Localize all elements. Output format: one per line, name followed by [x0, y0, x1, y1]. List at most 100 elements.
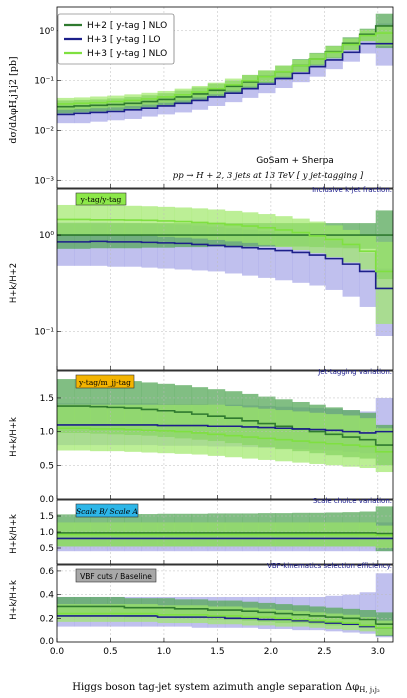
band-4-2-18 — [359, 617, 377, 632]
main-ylabel: dσ/dΔφH,j1j2 [pb] — [8, 56, 19, 143]
x-axis-label-sub: H, j₁j₂ — [359, 686, 380, 694]
xtick-label-1: 0.5 — [103, 647, 117, 657]
ytick-label-0-1: 10⁻² — [34, 126, 54, 136]
band-2-2-17 — [342, 415, 360, 467]
band-2-2-9 — [207, 404, 226, 456]
band-2-2-3 — [107, 404, 125, 452]
band-1-2-8 — [191, 208, 209, 239]
band-0-2-19 — [375, 25, 394, 46]
series-line-4-1 — [57, 615, 393, 629]
band-2-2-4 — [124, 404, 142, 452]
xtick-label-4: 2.0 — [264, 647, 279, 657]
series-line-1-2 — [57, 218, 393, 273]
panel-frame-0 — [56, 6, 394, 189]
band-1-2-17 — [342, 229, 360, 263]
band-2-2-14 — [292, 411, 310, 463]
panel-frame-2 — [56, 370, 394, 500]
band-1-2-6 — [157, 206, 175, 237]
band-2-2-12 — [258, 408, 276, 460]
x-axis-label-main: Higgs boson tag-jet system azimuth angle… — [72, 682, 359, 693]
band-2-2-18 — [359, 418, 377, 469]
ratio3-tag-text: Scale B/ Scale A — [76, 507, 138, 516]
ytick-label-0-3: 10⁰ — [39, 27, 54, 37]
xtick-label-0: 0.0 — [50, 647, 65, 657]
ratio1-tag-text: y-tag/y-tag — [80, 195, 122, 204]
series-line-2-2 — [57, 427, 393, 453]
ytick-label-0-0: 10⁻³ — [34, 176, 54, 186]
ratio4-ylabel: H+k/H+k — [9, 580, 19, 620]
band-1-2-12 — [258, 214, 276, 245]
ytick-label-2-3: 1.5 — [40, 394, 54, 404]
series-line-2-1 — [57, 424, 393, 434]
series-line-0-1 — [57, 42, 393, 116]
band-2-2-11 — [242, 407, 259, 459]
panel-frame-4 — [56, 564, 394, 643]
ytick-label-4-0: 0.0 — [40, 637, 55, 647]
band-3-2-19 — [375, 525, 394, 548]
band-1-2-9 — [207, 209, 226, 240]
band-1-2-16 — [325, 225, 343, 258]
ratio4-tag-text: VBF cuts / Baseline — [80, 572, 152, 581]
x-axis-label: Higgs boson tag-jet system azimuth angle… — [72, 682, 380, 694]
ytick-label-4-3: 0.6 — [40, 567, 55, 577]
ratio2-tag-text: y-tag/m_jj-tag — [78, 378, 131, 387]
process-annotation: pp → H + 2, 3 jets at 13 TeV [ y jet-tag… — [173, 171, 364, 181]
band-1-2-15 — [309, 221, 326, 254]
band-1-2-13 — [275, 216, 293, 248]
series-line-0-2 — [57, 32, 393, 105]
ytick-label-0-2: 10⁻¹ — [34, 77, 54, 87]
band-1-2-19 — [375, 241, 394, 324]
ratio1-caption: Inclusive k-jet fraction. — [312, 186, 392, 194]
ratio1-ylabel: H+k/H+2 — [9, 263, 19, 303]
ratio1-tag: y-tag/y-tag — [75, 192, 127, 206]
xtick-label-5: 2.5 — [317, 647, 331, 657]
band-2-2-19 — [375, 428, 394, 473]
ytick-label-4-1: 0.2 — [40, 614, 54, 624]
series-line-2-0 — [57, 405, 393, 446]
xtick-label-2: 1.0 — [157, 647, 172, 657]
xtick-label-6: 3.0 — [371, 647, 386, 657]
panel-frame-1 — [56, 188, 394, 371]
ratio3-tag: Scale B/ Scale A — [75, 503, 139, 518]
generator-annotation: GoSam + Sherpa — [256, 156, 334, 166]
band-2-2-16 — [325, 414, 343, 466]
band-1-2-10 — [224, 210, 243, 242]
series-line-3-0 — [57, 532, 393, 535]
series-line-1-1 — [57, 240, 393, 290]
ratio3-caption: Scale choice variation. — [313, 497, 392, 505]
series-line-4-0 — [57, 605, 393, 626]
legend-entry-h3-nlo: H+3 [ y-tag ] NLO — [87, 49, 167, 59]
ytick-label-3-2: 1.5 — [40, 512, 54, 522]
ytick-label-2-2: 1.0 — [40, 428, 55, 438]
band-2-2-7 — [174, 404, 193, 454]
ratio2-tag: y-tag/m_jj-tag — [75, 374, 135, 389]
ratio2-caption: Jet-tagging variation. — [317, 368, 392, 376]
band-2-2-6 — [157, 404, 175, 454]
ratio3-ylabel: H+k/H+k — [9, 514, 19, 554]
band-2-2-2 — [90, 404, 108, 452]
band-2-2-13 — [275, 410, 293, 462]
legend-box — [57, 13, 175, 65]
legend-entry-h3-lo: H+3 [ y-tag ] LO — [87, 35, 160, 45]
ytick-label-2-1: 0.5 — [40, 461, 54, 471]
ytick-label-1-0: 10⁻¹ — [34, 328, 54, 338]
ytick-label-4-2: 0.4 — [40, 591, 55, 601]
band-2-2-15 — [309, 412, 326, 464]
ytick-label-3-0: 0.5 — [40, 544, 54, 554]
series-line-3-2 — [57, 533, 393, 536]
band-1-2-11 — [242, 212, 259, 243]
ratio4-tag: VBF cuts / Baseline — [75, 568, 157, 583]
ytick-label-3-1: 1.0 — [40, 528, 55, 538]
xtick-label-3: 1.5 — [210, 647, 224, 657]
band-2-2-8 — [191, 404, 209, 455]
ytick-label-2-0: 0.0 — [40, 495, 55, 505]
legend: H+2 [ y-tag ] NLO H+3 [ y-tag ] LO H+3 [… — [57, 13, 175, 65]
ytick-label-1-1: 10⁰ — [39, 231, 54, 241]
ratio4-caption: VBF-kinematics selection efficiency. — [267, 562, 392, 570]
ratio2-ylabel: H+k/H+k — [9, 417, 19, 457]
band-1-2-18 — [359, 235, 377, 270]
legend-entry-h2-nlo: H+2 [ y-tag ] NLO — [87, 21, 167, 31]
band-2-2-5 — [141, 404, 158, 453]
band-1-2-7 — [174, 207, 193, 238]
